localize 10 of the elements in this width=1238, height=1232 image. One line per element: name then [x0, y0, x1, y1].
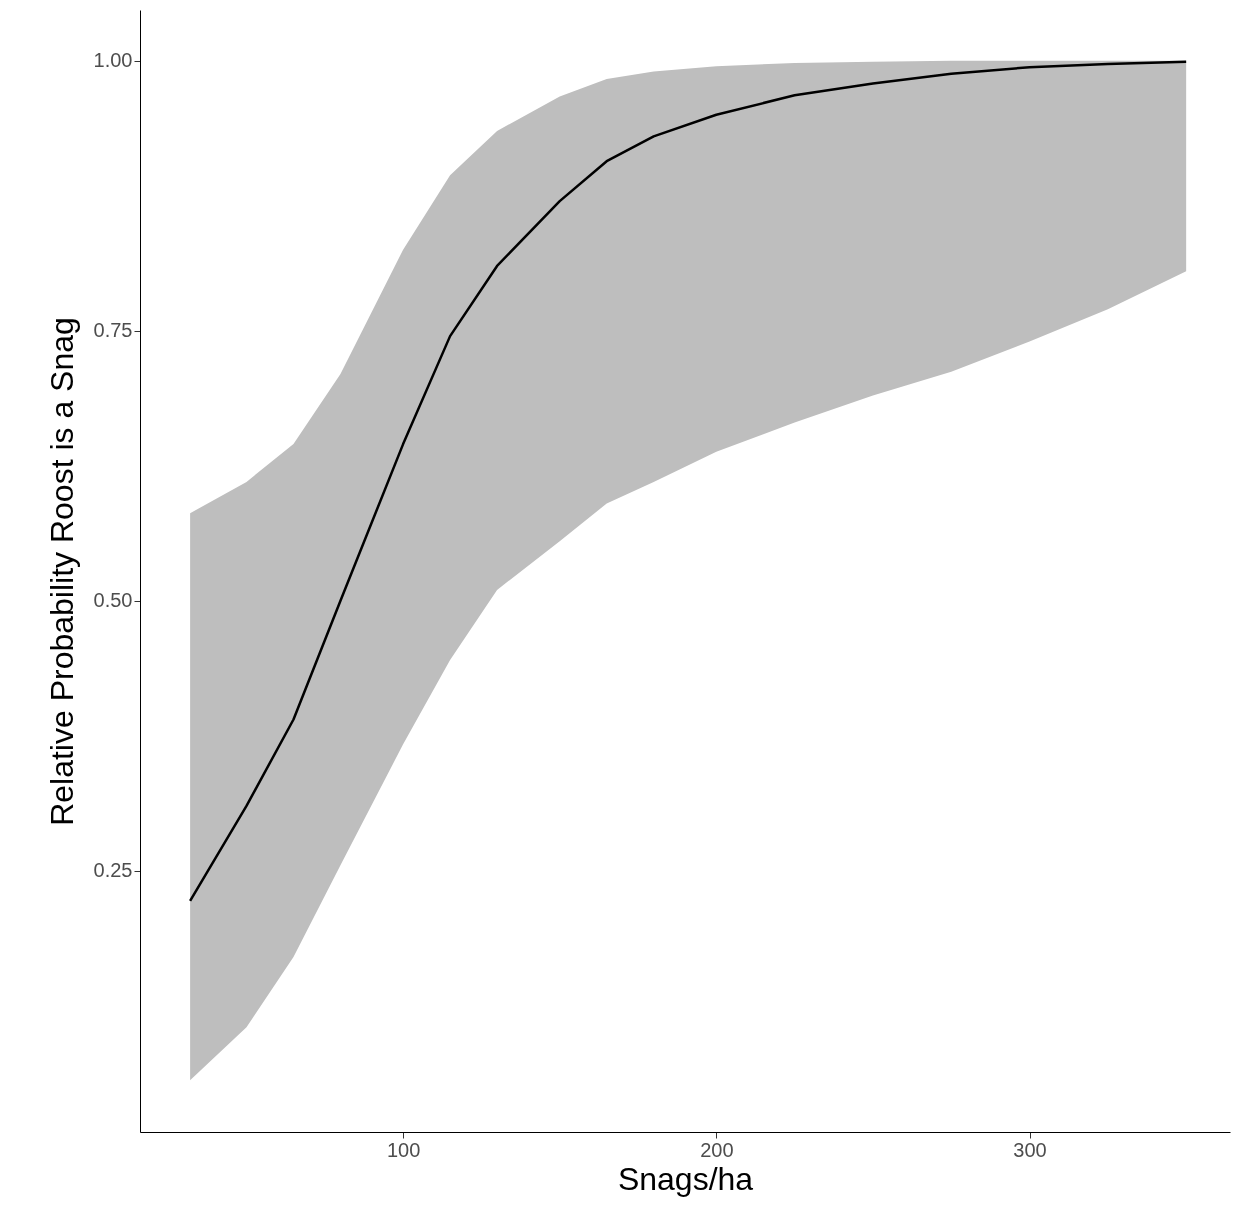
- y-tick-label: 0.75: [93, 319, 133, 342]
- x-tick-label: 200: [700, 1138, 734, 1161]
- y-tick-label: 1.00: [93, 49, 133, 72]
- y-tick-label: 0.25: [93, 859, 133, 882]
- x-tick-label: 300: [1013, 1138, 1047, 1161]
- y-axis-title: Relative Probability Roost is a Snag: [43, 317, 80, 826]
- x-axis-title: Snags/ha: [617, 1160, 754, 1197]
- y-tick-label: 0.50: [93, 589, 133, 612]
- x-tick-label: 100: [386, 1138, 421, 1161]
- line-series: [188, 60, 1188, 903]
